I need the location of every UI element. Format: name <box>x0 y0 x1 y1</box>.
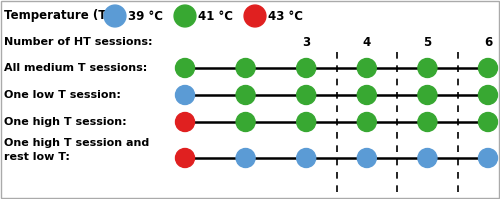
Circle shape <box>418 148 437 168</box>
Circle shape <box>176 86 195 104</box>
Circle shape <box>296 112 316 132</box>
Circle shape <box>418 112 437 132</box>
Text: One low T session:: One low T session: <box>4 90 121 100</box>
Circle shape <box>236 59 255 77</box>
Text: One high T session:: One high T session: <box>4 117 126 127</box>
Circle shape <box>478 86 498 104</box>
Text: 43 °C: 43 °C <box>268 10 304 22</box>
Circle shape <box>358 148 376 168</box>
Text: One high T session and
rest low T:: One high T session and rest low T: <box>4 138 149 162</box>
Text: 6: 6 <box>484 35 492 49</box>
Circle shape <box>174 5 196 27</box>
Circle shape <box>244 5 266 27</box>
Circle shape <box>104 5 126 27</box>
Circle shape <box>358 59 376 77</box>
Circle shape <box>296 148 316 168</box>
Circle shape <box>478 59 498 77</box>
Circle shape <box>176 59 195 77</box>
Circle shape <box>236 86 255 104</box>
Text: 4: 4 <box>362 35 371 49</box>
Circle shape <box>418 59 437 77</box>
Circle shape <box>478 112 498 132</box>
Text: 5: 5 <box>424 35 432 49</box>
Circle shape <box>236 148 255 168</box>
Circle shape <box>296 59 316 77</box>
Circle shape <box>176 148 195 168</box>
Circle shape <box>176 112 195 132</box>
Text: 3: 3 <box>302 35 310 49</box>
Circle shape <box>296 86 316 104</box>
Circle shape <box>358 86 376 104</box>
Text: Temperature (T):: Temperature (T): <box>4 10 116 22</box>
Circle shape <box>358 112 376 132</box>
Text: 39 °C: 39 °C <box>128 10 164 22</box>
Text: Number of HT sessions:: Number of HT sessions: <box>4 37 152 47</box>
Text: All medium T sessions:: All medium T sessions: <box>4 63 147 73</box>
Circle shape <box>418 86 437 104</box>
Circle shape <box>236 112 255 132</box>
Text: 41 °C: 41 °C <box>198 10 234 22</box>
Circle shape <box>478 148 498 168</box>
